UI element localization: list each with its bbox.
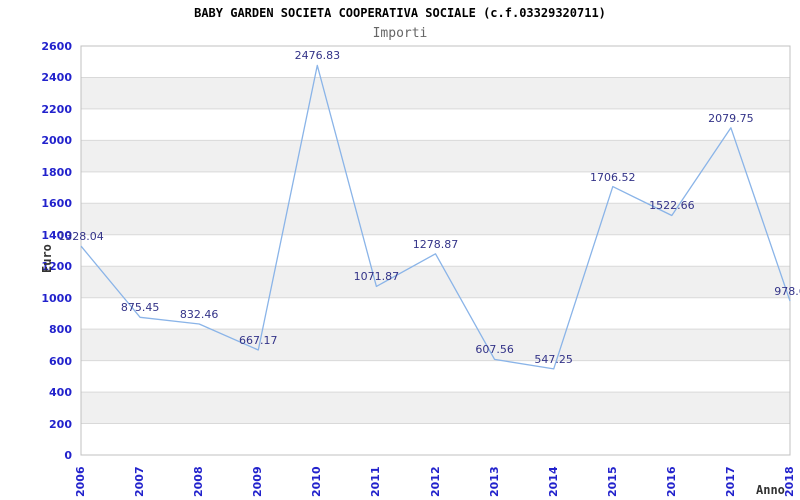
x-tick-label: 2010 <box>310 466 324 497</box>
x-tick-label: 2013 <box>487 466 501 497</box>
x-tick-label: 2017 <box>723 466 737 497</box>
data-point-label: 1278.87 <box>412 237 459 251</box>
y-tick-label: 1800 <box>41 165 72 179</box>
background-band <box>81 140 790 172</box>
x-axis-title: Anno <box>756 483 785 497</box>
x-tick-label: 2006 <box>74 466 87 497</box>
x-tick-label: 2014 <box>546 466 560 497</box>
x-tick-label: 2015 <box>605 466 619 497</box>
y-tick-label: 800 <box>49 323 72 337</box>
y-tick-label: 1200 <box>41 260 72 274</box>
y-tick-label: 400 <box>49 386 72 400</box>
y-tick-label: 2400 <box>41 71 72 85</box>
data-point-label: 978.6 <box>774 285 800 299</box>
background-band <box>81 266 790 298</box>
y-tick-label: 600 <box>49 354 72 368</box>
data-point-label: 832.46 <box>179 308 219 322</box>
background-band <box>81 392 790 424</box>
data-point-label: 2476.83 <box>294 49 341 63</box>
y-tick-label: 1600 <box>41 197 72 211</box>
data-point-label: 1328.04 <box>58 230 104 244</box>
x-tick-label: 2008 <box>192 466 206 497</box>
data-point-label: 547.25 <box>534 352 573 366</box>
data-point-label: 1071.87 <box>353 270 400 284</box>
y-tick-label: 2000 <box>41 134 72 148</box>
x-tick-label: 2009 <box>251 466 265 497</box>
data-point-label: 875.45 <box>120 301 160 315</box>
data-point-label: 2079.75 <box>708 111 754 125</box>
y-tick-label: 2600 <box>41 40 72 53</box>
data-point-label: 1522.66 <box>649 199 695 213</box>
background-band <box>81 77 790 109</box>
data-line <box>80 64 791 370</box>
data-point-label: 667.17 <box>239 334 278 348</box>
background-band <box>81 329 790 361</box>
chart-title: BABY GARDEN SOCIETA COOPERATIVA SOCIALE … <box>194 6 606 20</box>
chart-subtitle: Importi <box>372 26 428 41</box>
y-tick-label: 0 <box>64 449 72 462</box>
y-tick-label: 2200 <box>41 102 72 116</box>
x-tick-label: 2011 <box>369 466 383 497</box>
y-axis-title: Euro <box>40 244 54 273</box>
data-point-label: 607.56 <box>475 343 514 357</box>
y-tick-label: 1400 <box>41 228 72 242</box>
data-point-label: 1706.52 <box>590 170 636 184</box>
y-tick-label: 1000 <box>41 291 72 305</box>
x-tick-label: 2007 <box>133 466 147 497</box>
x-tick-label: 2012 <box>428 466 442 497</box>
x-tick-label: 2016 <box>664 466 678 497</box>
y-tick-label: 200 <box>49 417 72 431</box>
background-band <box>81 203 790 235</box>
plot-border <box>80 45 791 456</box>
x-tick-label: 2018 <box>783 466 796 497</box>
